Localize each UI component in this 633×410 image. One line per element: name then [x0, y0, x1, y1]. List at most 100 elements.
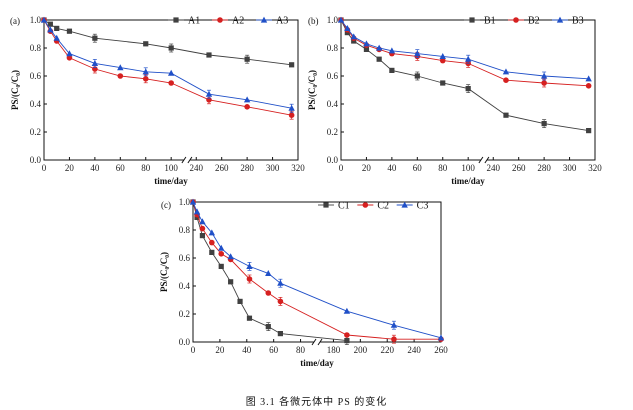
x-tick-label: 40: [387, 163, 397, 173]
legend: A1 A2 A3: [168, 16, 288, 27]
x-tick-label: 60: [269, 345, 279, 355]
axis-break-mask: [183, 157, 190, 163]
legend-entry: C2: [377, 201, 389, 212]
y-tick-label: 0.6: [327, 71, 339, 81]
x-tick-label: 300: [563, 163, 577, 173]
data-point: [260, 16, 268, 23]
x-tick-label: 180: [327, 345, 341, 355]
y-tick-label: 0.4: [327, 99, 339, 109]
legend-entry: A1: [188, 16, 200, 27]
y-tick-label: 1.0: [327, 15, 339, 25]
x-tick-label: 240: [190, 163, 204, 173]
legend-entry: A2: [232, 16, 244, 27]
data-point: [218, 244, 225, 251]
axis-break-mark: [484, 156, 490, 164]
axis-break-mark: [187, 156, 193, 164]
x-tick-label: 80: [296, 345, 306, 355]
data-point: [440, 80, 446, 86]
x-tick-label: 20: [215, 345, 225, 355]
y-tick-label: 0.2: [327, 127, 338, 137]
series-a1: [41, 17, 295, 68]
x-tick-label: 260: [434, 345, 448, 355]
data-point: [289, 62, 295, 68]
y-tick-label: 0.2: [30, 127, 41, 137]
series-line: [340, 19, 589, 132]
plot-frame: [43, 19, 299, 161]
data-point: [350, 33, 357, 40]
x-tick-label: 60: [116, 163, 126, 173]
series-a3: [40, 16, 295, 113]
legend-entry: B1: [484, 16, 496, 27]
data-point: [40, 16, 48, 23]
x-tick-label: 20: [65, 163, 75, 173]
data-point: [439, 53, 446, 59]
legend-entry: B2: [528, 16, 540, 27]
x-tick-label: 300: [266, 163, 280, 173]
x-tick-label: 220: [380, 345, 394, 355]
series-a2: [41, 17, 295, 120]
data-point: [66, 28, 73, 34]
data-point: [388, 47, 396, 54]
legend: C1 C2 C3: [318, 201, 428, 212]
legend-entry: C1: [338, 201, 350, 212]
y-axis-label: PS/(C₀/C₀): [10, 70, 20, 110]
series-c3: [189, 198, 445, 341]
data-point: [363, 40, 370, 47]
legend-entry: A3: [276, 16, 288, 27]
x-tick-label: 80: [438, 163, 448, 173]
axis-break-mask: [314, 339, 320, 345]
x-tick-label: 260: [215, 163, 229, 173]
axis-break-mark: [478, 156, 484, 164]
data-point: [586, 128, 592, 134]
series-line: [192, 201, 347, 342]
data-point: [66, 50, 73, 57]
y-axis-label: PS/(C₀/C₀): [307, 70, 317, 110]
data-point: [502, 68, 510, 75]
data-point: [209, 239, 215, 246]
data-point: [362, 202, 369, 208]
axis-break-mark: [311, 338, 317, 346]
x-tick-label: 320: [291, 163, 305, 173]
panel-label: (b): [308, 16, 319, 26]
x-tick-label: 200: [354, 345, 368, 355]
data-point: [189, 198, 197, 205]
y-tick-label: 0.0: [327, 155, 339, 165]
x-tick-label: 40: [242, 345, 252, 355]
data-point: [168, 80, 174, 86]
data-point: [323, 202, 329, 208]
x-tick-label: 280: [537, 163, 551, 173]
series-c1: [190, 199, 350, 345]
data-point: [227, 253, 234, 260]
data-point: [218, 251, 225, 257]
series-b2: [338, 17, 592, 89]
x-tick-label: 240: [407, 345, 421, 355]
data-point: [66, 55, 73, 61]
x-tick-label: 40: [90, 163, 100, 173]
axis-break-mask: [480, 157, 487, 163]
data-point: [209, 249, 215, 255]
data-point: [389, 67, 395, 73]
y-tick-label: 0.8: [179, 225, 191, 235]
data-point: [193, 208, 201, 215]
data-point: [246, 315, 253, 321]
data-point: [363, 46, 370, 52]
panel-label: (c): [161, 200, 171, 210]
data-point: [208, 229, 216, 236]
data-point: [117, 73, 124, 79]
data-point: [469, 17, 475, 23]
y-tick-label: 0.4: [30, 99, 42, 109]
data-point: [117, 64, 124, 71]
data-point: [375, 44, 383, 51]
data-point: [503, 112, 509, 118]
data-point: [54, 25, 60, 31]
data-point: [401, 201, 408, 208]
y-tick-label: 0.8: [30, 43, 42, 53]
y-axis-label: PS/(C₀/C₀): [159, 252, 169, 292]
series-line: [43, 19, 292, 66]
data-point: [437, 334, 445, 341]
x-tick-label: 0: [339, 163, 344, 173]
data-point: [585, 75, 592, 82]
data-point: [277, 331, 283, 337]
y-tick-label: 0.6: [30, 71, 42, 81]
data-point: [556, 16, 564, 23]
